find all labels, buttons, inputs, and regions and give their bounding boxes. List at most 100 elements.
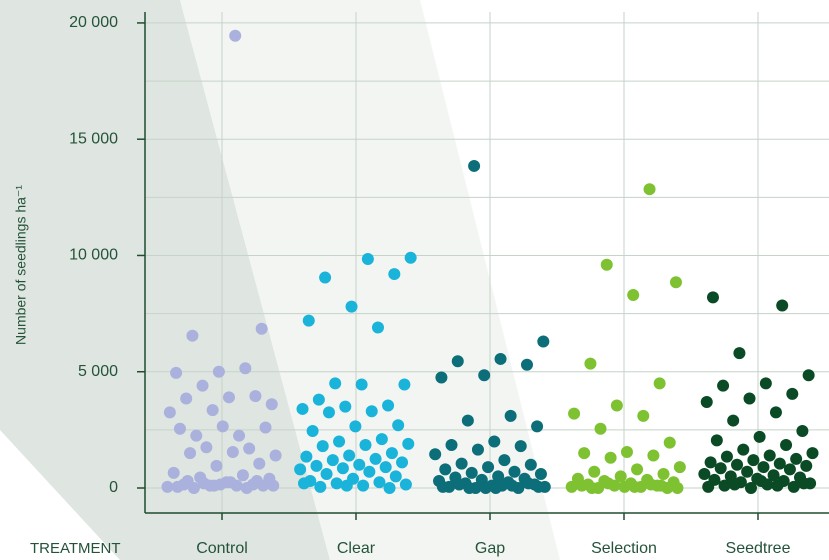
y-axis-label: Number of seedlings ha⁻¹ xyxy=(13,185,29,345)
data-point xyxy=(802,369,815,382)
data-point xyxy=(620,445,633,458)
data-point xyxy=(330,477,343,490)
data-point xyxy=(249,390,262,403)
data-point xyxy=(776,299,789,312)
data-point xyxy=(637,409,650,422)
x-tick-label: Selection xyxy=(591,540,657,557)
data-point xyxy=(226,445,239,458)
data-point xyxy=(783,463,796,476)
data-point xyxy=(706,291,719,304)
data-point xyxy=(181,475,194,488)
background-shape xyxy=(0,0,330,560)
data-point xyxy=(190,429,203,442)
data-point xyxy=(343,449,356,462)
data-point xyxy=(353,458,366,471)
data-point xyxy=(180,392,193,405)
data-point xyxy=(588,465,601,478)
data-point xyxy=(673,461,686,474)
data-point xyxy=(253,457,266,470)
data-point xyxy=(614,470,627,483)
data-point xyxy=(578,447,591,460)
y-tick-label: 5 000 xyxy=(78,363,118,380)
data-point xyxy=(212,365,225,378)
data-point xyxy=(250,475,263,488)
data-point xyxy=(584,357,597,370)
data-point xyxy=(465,466,478,479)
data-point xyxy=(388,268,401,281)
data-point xyxy=(643,183,656,196)
data-point xyxy=(171,480,184,493)
data-point xyxy=(728,478,741,491)
x-axis-label: TREATMENT xyxy=(30,540,121,557)
data-point xyxy=(537,335,550,348)
data-point xyxy=(357,479,370,492)
data-point xyxy=(451,355,464,368)
data-point xyxy=(492,470,505,483)
data-point xyxy=(294,463,307,476)
data-point xyxy=(392,419,405,432)
data-point xyxy=(647,449,660,462)
data-point xyxy=(208,479,221,492)
x-tick-label: Clear xyxy=(337,540,376,557)
data-point xyxy=(236,469,249,482)
data-point xyxy=(471,443,484,456)
data-point xyxy=(468,159,481,172)
data-point xyxy=(733,347,746,360)
data-point xyxy=(322,406,335,419)
background-shape xyxy=(0,430,120,560)
data-point xyxy=(727,414,740,427)
data-point xyxy=(361,252,374,265)
data-point xyxy=(240,482,253,495)
data-point xyxy=(310,459,323,472)
data-point xyxy=(757,461,770,474)
data-point xyxy=(602,477,615,490)
data-point xyxy=(506,479,519,492)
data-point xyxy=(627,288,640,301)
data-point xyxy=(717,379,730,392)
data-point xyxy=(269,449,282,462)
data-point xyxy=(618,480,631,493)
x-tick-label: Control xyxy=(196,540,248,557)
data-point xyxy=(482,461,495,474)
data-point xyxy=(336,462,349,475)
data-point xyxy=(173,422,186,435)
data-point xyxy=(453,478,466,491)
data-point xyxy=(319,271,332,284)
data-point xyxy=(790,452,803,465)
data-point xyxy=(534,468,547,481)
data-point xyxy=(478,369,491,382)
data-point xyxy=(663,436,676,449)
data-point xyxy=(524,458,537,471)
data-point xyxy=(365,405,378,418)
data-point xyxy=(314,480,327,493)
data-point xyxy=(610,399,623,412)
data-point xyxy=(265,398,278,411)
data-point xyxy=(718,479,731,492)
data-point xyxy=(744,482,757,495)
data-point xyxy=(404,251,417,264)
data-point xyxy=(399,478,412,491)
data-point xyxy=(255,322,268,335)
data-point xyxy=(771,479,784,492)
data-point xyxy=(800,459,813,472)
x-tick-label: Gap xyxy=(475,540,505,557)
data-point xyxy=(320,468,333,481)
data-point xyxy=(439,463,452,476)
data-point xyxy=(333,435,346,448)
data-point xyxy=(210,459,223,472)
data-point xyxy=(628,480,641,493)
data-point xyxy=(714,462,727,475)
data-point xyxy=(520,358,533,371)
data-point xyxy=(206,404,219,417)
data-point xyxy=(463,482,476,495)
data-point xyxy=(435,371,448,384)
data-point xyxy=(196,379,209,392)
data-point xyxy=(216,420,229,433)
data-point xyxy=(585,482,598,495)
data-point xyxy=(233,429,246,442)
data-point xyxy=(198,477,211,490)
data-point xyxy=(267,479,280,492)
data-point xyxy=(385,447,398,460)
data-point xyxy=(312,393,325,406)
data-point xyxy=(398,378,411,391)
